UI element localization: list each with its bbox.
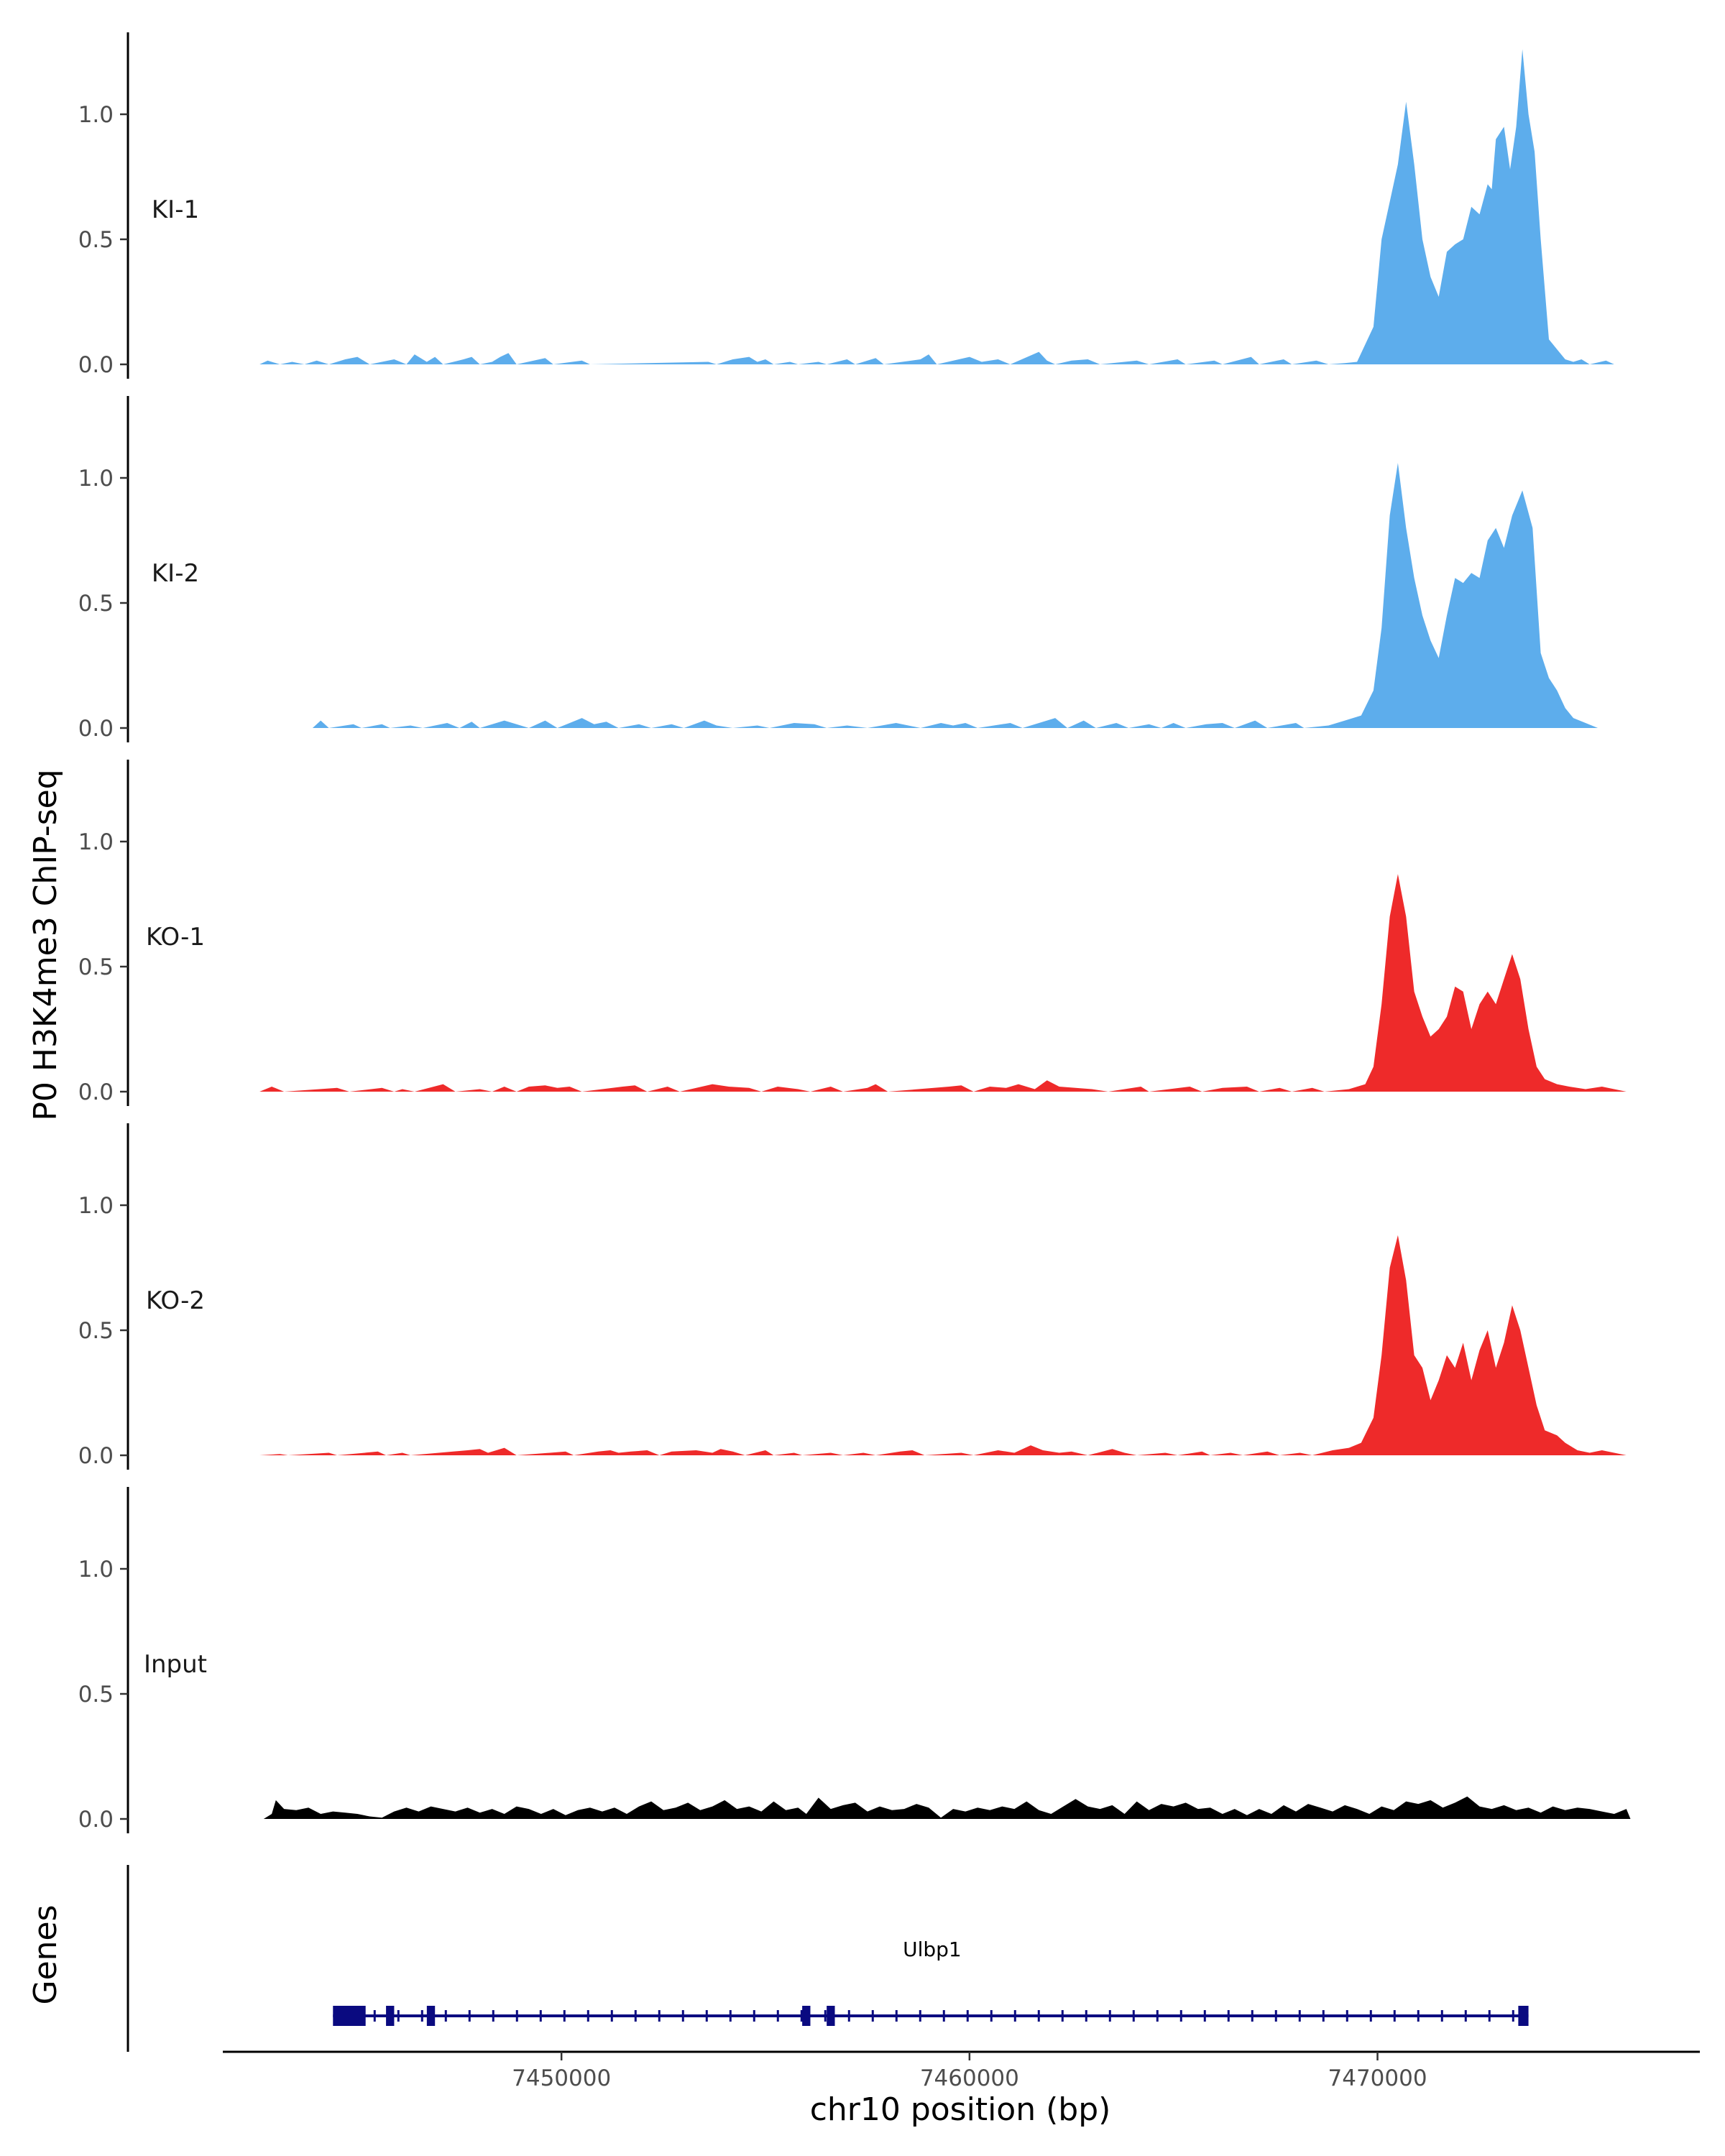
y-tick-label-ki-1: 0.0	[78, 352, 114, 378]
y-tick-label-input: 0.0	[78, 1807, 114, 1833]
y-axis-title: P0 H3K4me3 ChIP-seq	[27, 769, 64, 1120]
x-tick-label: 7460000	[920, 2065, 1019, 2091]
exon-block	[426, 2006, 436, 2026]
track-label-ki-2: KI-2	[152, 559, 199, 588]
y-tick-label-ko-1: 1.0	[78, 829, 114, 855]
track-label-ko-2: KO-2	[146, 1286, 205, 1315]
y-tick-label-ko-1: 0.0	[78, 1079, 114, 1105]
signal-area-input	[263, 1796, 1631, 1819]
track-label-ko-1: KO-1	[146, 923, 205, 952]
exon-block	[1518, 2006, 1529, 2026]
exon-block	[802, 2006, 811, 2026]
exon-block	[827, 2006, 835, 2026]
signal-area-ki-2	[312, 463, 1598, 728]
y-tick-label-ko-2: 0.5	[78, 1318, 114, 1344]
y-tick-label-ko-2: 1.0	[78, 1193, 114, 1219]
y-tick-label-ki-2: 1.0	[78, 466, 114, 492]
track-label-ki-1: KI-1	[152, 195, 199, 224]
y-tick-label-input: 0.5	[78, 1682, 114, 1708]
y-tick-label-input: 1.0	[78, 1557, 114, 1583]
genes-track-title: Genes	[27, 1904, 64, 2004]
track-label-input: Input	[144, 1650, 207, 1679]
signal-area-ki-1	[259, 49, 1614, 364]
gene-label-ulbp1: Ulbp1	[903, 1938, 962, 1961]
exon-block	[333, 2006, 366, 2026]
y-tick-label-ko-2: 0.0	[78, 1443, 114, 1469]
signal-area-ko-2	[259, 1235, 1627, 1455]
x-axis-title: chr10 position (bp)	[810, 2091, 1111, 2128]
signal-area-ko-1	[259, 874, 1627, 1092]
y-tick-label-ki-1: 0.5	[78, 227, 114, 253]
exon-block	[386, 2006, 395, 2026]
x-tick-label: 7470000	[1328, 2065, 1427, 2091]
x-tick-label: 7450000	[512, 2065, 611, 2091]
y-tick-label-ki-2: 0.0	[78, 716, 114, 742]
y-tick-label-ki-2: 0.5	[78, 591, 114, 617]
y-tick-label-ki-1: 1.0	[78, 102, 114, 128]
y-tick-label-ko-1: 0.5	[78, 954, 114, 980]
